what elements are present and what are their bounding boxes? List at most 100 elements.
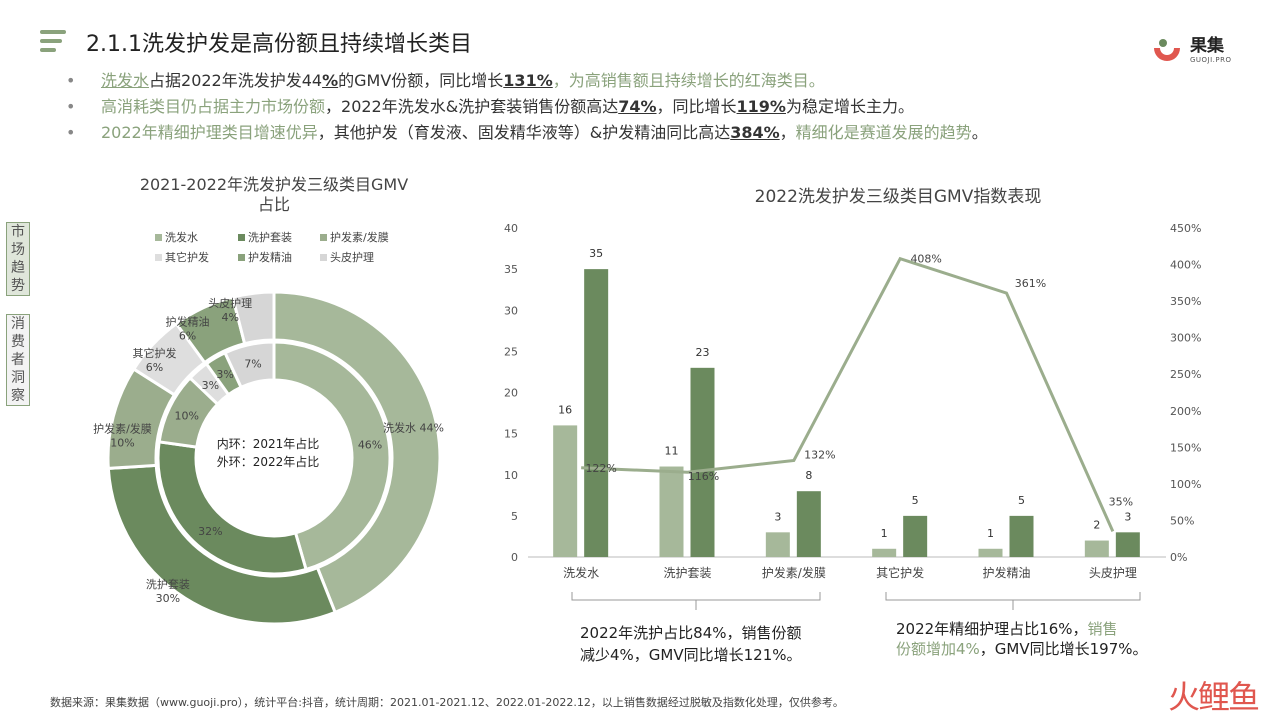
- y-left-tick: 40: [504, 222, 518, 235]
- donut-inner-slice: [156, 440, 308, 576]
- bar-value-label: 5: [912, 494, 919, 507]
- outer-slice-label: 护发素/发膜: [93, 422, 152, 436]
- donut-title: 占比: [258, 195, 290, 214]
- page-title: 2.1.1洗发护发是高份额且持续增长类目: [86, 32, 472, 57]
- inner-slice-label: 46%: [358, 438, 382, 451]
- y-right-tick: 50%: [1170, 514, 1194, 527]
- inner-slice-label: 10%: [174, 410, 198, 423]
- donut-center-note: 外环：2022年占比: [217, 454, 320, 469]
- y-left-tick: 15: [504, 428, 518, 441]
- y-right-tick: 100%: [1170, 478, 1201, 491]
- brand-logo: 果集 GUOJI.PRO: [1150, 34, 1232, 68]
- bar: [1084, 540, 1109, 557]
- legend-swatch: [238, 234, 245, 241]
- outer-slice-label: 30%: [156, 592, 180, 605]
- bullet-item: 2022年精细护理类目增速优异，其他护发（育发液、固发精华液等）&护发精油同比高…: [66, 120, 988, 146]
- insight-bullets: 洗发水占据2022年洗发护发44%的GMV份额，同比增长131%，为高销售额且持…: [66, 68, 988, 146]
- inner-slice-label: 32%: [198, 525, 222, 538]
- bullet-text: 精细化是赛道发展的趋势: [795, 123, 972, 142]
- side-tab-label: 消费者洞察: [11, 316, 25, 404]
- bullet-text: 。: [971, 123, 988, 142]
- outer-slice-label: 洗护套装: [146, 577, 190, 591]
- bullet-text: ，其他护发（育发液、固发精华液等）&护发精油同比高达: [317, 123, 731, 142]
- side-tab-market-trend[interactable]: 市场趋势: [6, 222, 30, 296]
- legend-label: 洗发水: [165, 230, 198, 244]
- bar: [978, 548, 1003, 557]
- bullet-text: 74%: [618, 97, 657, 116]
- y-right-tick: 350%: [1170, 295, 1201, 308]
- bar: [1115, 532, 1140, 557]
- outer-slice-label: 护发精油: [166, 315, 210, 329]
- bar: [584, 269, 609, 557]
- bullet-text: ，: [779, 123, 796, 142]
- bullet-text: %: [322, 71, 339, 90]
- x-tick-label: 其它护发: [876, 565, 924, 580]
- legend-swatch: [320, 234, 327, 241]
- legend-label: 护发素/发膜: [330, 230, 389, 244]
- y-left-tick: 30: [504, 304, 518, 317]
- bar-value-label: 11: [665, 445, 679, 458]
- donut-inner-slice: [157, 375, 220, 449]
- bullet-text: 的GMV份额，同比增长: [338, 71, 504, 90]
- bullet-text: 119%: [736, 97, 786, 116]
- legend-swatch: [155, 234, 162, 241]
- outer-slice-label: 头皮护理: [208, 296, 252, 310]
- bar-value-label: 23: [696, 346, 710, 359]
- y-right-tick: 250%: [1170, 368, 1201, 381]
- x-tick-label: 洗护套装: [663, 566, 711, 580]
- bullet-text: 占据2022年洗发护发44: [149, 71, 323, 90]
- y-right-tick: 400%: [1170, 259, 1201, 272]
- bullet-text: 131%: [503, 71, 553, 90]
- donut-inner-slice: [204, 350, 244, 397]
- outer-slice-label: 洗发水 44%: [383, 420, 444, 434]
- bullet-text: 384%: [730, 123, 780, 142]
- bar-value-label: 3: [774, 510, 781, 523]
- bar: [553, 425, 578, 557]
- y-left-tick: 20: [504, 387, 518, 400]
- legend-label: 其它护发: [165, 250, 209, 264]
- line-value-label: 132%: [804, 448, 835, 461]
- bar-value-label: 1: [987, 527, 994, 540]
- bar-value-label: 35: [589, 247, 603, 260]
- outer-slice-label: 6%: [146, 361, 163, 374]
- left-note: 2022年洗护占比84%，销售份额: [580, 624, 802, 642]
- donut-outer-slice: [106, 463, 338, 626]
- bullet-text: ，为高销售额且持续增长的红海类目。: [552, 71, 825, 90]
- line-value-label: 408%: [910, 253, 941, 266]
- y-right-tick: 200%: [1170, 405, 1201, 418]
- legend-label: 头皮护理: [330, 250, 374, 264]
- donut-inner-slice: [272, 340, 392, 572]
- bar: [796, 491, 821, 557]
- line-value-label: 35%: [1109, 495, 1133, 508]
- y-right-tick: 0%: [1170, 551, 1187, 564]
- y-left-tick: 0: [511, 551, 518, 564]
- bar-value-label: 3: [1124, 510, 1131, 523]
- side-tab-consumer-insight[interactable]: 消费者洞察: [6, 314, 30, 406]
- y-right-tick: 300%: [1170, 332, 1201, 345]
- inner-slice-label: 3%: [216, 368, 233, 381]
- bar-value-label: 5: [1018, 494, 1025, 507]
- bar: [903, 515, 928, 557]
- line-value-label: 122%: [585, 462, 616, 475]
- bullet-text: ，同比增长: [656, 97, 737, 116]
- growth-line: [581, 256, 1115, 533]
- bar-value-label: 8: [805, 469, 812, 482]
- outer-slice-label: 4%: [221, 311, 238, 324]
- bullet-text: 2022年精细护理类目增速优异: [101, 123, 318, 142]
- inner-slice-label: 3%: [202, 379, 219, 392]
- outer-slice-label: 10%: [110, 437, 134, 450]
- legend-swatch: [155, 254, 162, 261]
- group-bracket: [571, 592, 821, 601]
- legend-swatch: [238, 254, 245, 261]
- x-tick-label: 头皮护理: [1089, 566, 1137, 580]
- logo-name: 果集: [1190, 36, 1224, 56]
- bar-value-label: 16: [558, 403, 572, 416]
- donut-title: 2021-2022年洗发护发三级类目GMV: [140, 175, 408, 194]
- inner-slice-label: 7%: [244, 357, 261, 370]
- bullet-item: 高消耗类目仍占据主力市场份额，2022年洗发水&洗护套装销售份额高达74%，同比…: [66, 94, 988, 120]
- y-left-tick: 25: [504, 345, 518, 358]
- bar: [690, 367, 715, 557]
- menu-icon[interactable]: [40, 30, 66, 57]
- donut-inner-slice: [223, 340, 276, 390]
- data-source-note: 数据来源：果集数据（www.guoji.pro），统计平台:抖音，统计周期：20…: [50, 696, 844, 709]
